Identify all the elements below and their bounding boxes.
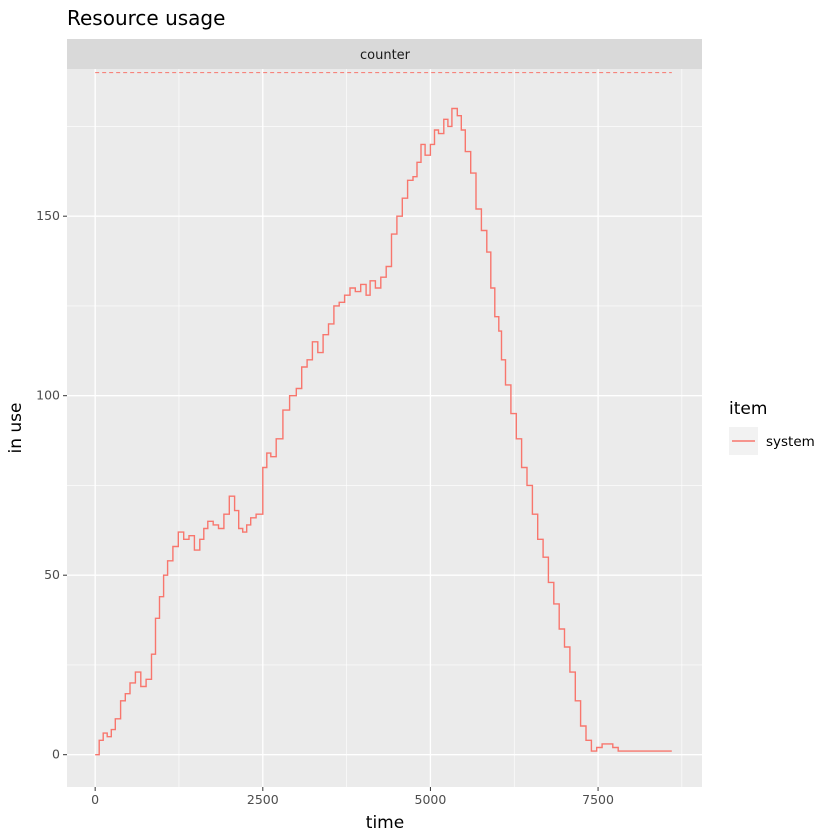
y-tick-label: 50 [44,567,60,582]
x-tick-label: 0 [91,792,99,807]
legend-label-system: system [766,434,815,450]
data-marks [95,72,672,756]
x-tick-label: 7500 [582,792,614,807]
y-axis-title: in use [6,403,26,454]
chart-title: Resource usage [67,6,225,30]
y-tick-label: 100 [36,388,60,403]
y-tick-label: 0 [52,747,60,762]
plot-panel [67,69,702,787]
facet-strip-label: counter [360,48,411,63]
legend-title: item [729,399,767,419]
facet-strip [67,39,702,69]
y-tick-label: 150 [36,208,60,223]
legend: item system [729,399,815,455]
x-tick-label: 2500 [247,792,279,807]
x-tick-label: 5000 [415,792,447,807]
axes: 0 2500 5000 7500 0 50 100 150 [36,208,614,807]
series-line-system [95,107,672,756]
x-axis-title: time [366,813,404,833]
gridlines [67,69,702,787]
